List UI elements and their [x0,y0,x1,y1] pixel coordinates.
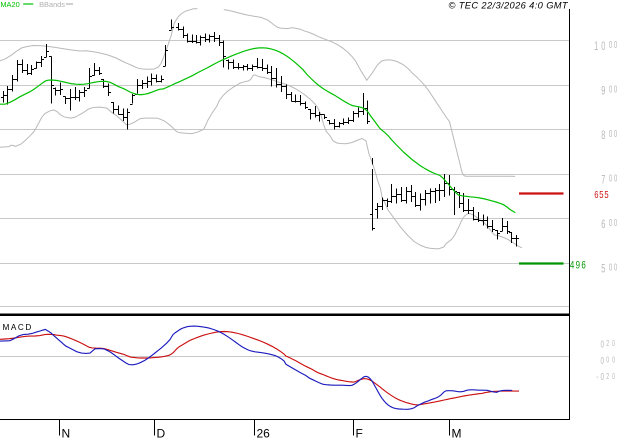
svg-text:0: 0 [614,39,618,50]
svg-text:-: - [596,371,598,383]
svg-text:0: 0 [601,354,605,366]
svg-text:© TEC 22/3/2026 4:0 GMT: © TEC 22/3/2026 4:0 GMT [449,1,569,11]
svg-text:7: 7 [601,174,605,187]
svg-text:1: 1 [594,40,598,53]
svg-text:6: 6 [581,260,585,273]
svg-text:0: 0 [609,128,613,139]
svg-text:MACD: MACD [3,323,33,332]
svg-text:0: 0 [614,128,618,139]
svg-text:0: 0 [601,371,605,383]
svg-text:0: 0 [609,84,613,95]
svg-text:0: 0 [614,262,618,273]
svg-text:0: 0 [612,340,615,348]
svg-text:8: 8 [601,129,605,142]
svg-text:F: F [356,427,363,440]
svg-text:0: 0 [614,173,618,184]
svg-text:0: 0 [609,262,613,273]
svg-text:BBands: BBands [39,0,65,9]
svg-text:5: 5 [599,189,603,200]
svg-text:MA20: MA20 [0,0,19,9]
svg-text:6: 6 [601,218,605,231]
svg-text:M: M [452,427,462,440]
svg-text:0: 0 [612,373,615,381]
svg-text:0: 0 [606,356,609,364]
svg-text:6: 6 [594,189,598,200]
svg-text:26: 26 [257,427,271,440]
svg-text:N: N [62,427,71,440]
svg-text:0: 0 [601,338,605,350]
svg-text:9: 9 [576,260,580,273]
svg-text:2: 2 [606,340,609,348]
svg-text:2: 2 [606,373,609,381]
svg-text:0: 0 [614,84,618,95]
svg-text:5: 5 [601,263,605,276]
svg-text:0: 0 [609,39,613,50]
svg-text:0: 0 [609,217,613,228]
svg-text:9: 9 [601,85,605,98]
svg-text:0: 0 [601,40,605,53]
svg-text:4: 4 [570,260,575,273]
svg-text:0: 0 [612,356,615,364]
svg-text:5: 5 [604,189,608,200]
svg-text:0: 0 [609,173,613,184]
svg-text:0: 0 [614,217,618,228]
svg-text:D: D [157,427,166,440]
